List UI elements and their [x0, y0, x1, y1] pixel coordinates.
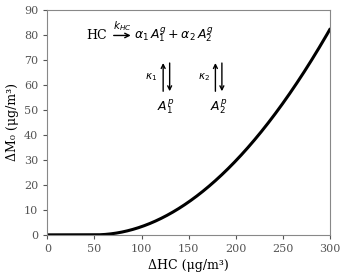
- Y-axis label: ΔM₀ (μg/m³): ΔM₀ (μg/m³): [6, 83, 19, 161]
- Text: $\kappa_2$: $\kappa_2$: [198, 71, 210, 83]
- Text: HC: HC: [86, 29, 107, 42]
- Text: $k_{HC}$: $k_{HC}$: [113, 19, 131, 33]
- Text: $A_2^p$: $A_2^p$: [210, 98, 227, 117]
- Text: $A_1^p$: $A_1^p$: [157, 98, 175, 117]
- X-axis label: ΔHC (μg/m³): ΔHC (μg/m³): [148, 259, 229, 272]
- Text: $\kappa_1$: $\kappa_1$: [145, 71, 157, 83]
- Text: $\alpha_1\,A_1^g + \alpha_2\,A_2^g$: $\alpha_1\,A_1^g + \alpha_2\,A_2^g$: [134, 26, 214, 45]
